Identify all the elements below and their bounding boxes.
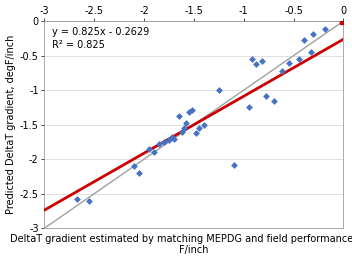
Point xyxy=(161,140,167,144)
Point xyxy=(131,164,137,168)
Point xyxy=(279,69,284,73)
Point xyxy=(169,135,175,139)
Point xyxy=(176,114,182,118)
Point xyxy=(136,171,142,175)
Point xyxy=(259,59,264,63)
Point xyxy=(146,147,152,151)
Point xyxy=(296,57,301,61)
Point xyxy=(179,129,185,134)
Point xyxy=(286,61,291,65)
Point xyxy=(196,126,202,130)
X-axis label: DeltaT gradient estimated by matching MEPDG and field performance, deg
F/inch: DeltaT gradient estimated by matching ME… xyxy=(10,234,352,256)
Point xyxy=(301,38,306,43)
Point xyxy=(74,197,80,201)
Point xyxy=(216,88,221,92)
Point xyxy=(271,98,276,103)
Point xyxy=(183,121,189,125)
Point xyxy=(86,199,92,203)
Point xyxy=(249,57,254,61)
Point xyxy=(193,131,199,135)
Point xyxy=(246,105,251,110)
Point xyxy=(156,142,162,146)
Point xyxy=(201,123,207,127)
Point xyxy=(253,62,258,66)
Point xyxy=(231,163,237,167)
Y-axis label: Predicted DeltaT gradient, degF/inch: Predicted DeltaT gradient, degF/inch xyxy=(6,35,15,214)
Text: y = 0.825x - 0.2629
R² = 0.825: y = 0.825x - 0.2629 R² = 0.825 xyxy=(52,27,150,50)
Point xyxy=(186,110,191,114)
Point xyxy=(171,137,177,141)
Point xyxy=(181,126,187,130)
Point xyxy=(323,27,328,32)
Point xyxy=(263,94,269,98)
Point xyxy=(151,150,157,155)
Point xyxy=(189,108,195,112)
Point xyxy=(166,138,172,142)
Point xyxy=(309,50,314,54)
Point xyxy=(311,32,316,36)
